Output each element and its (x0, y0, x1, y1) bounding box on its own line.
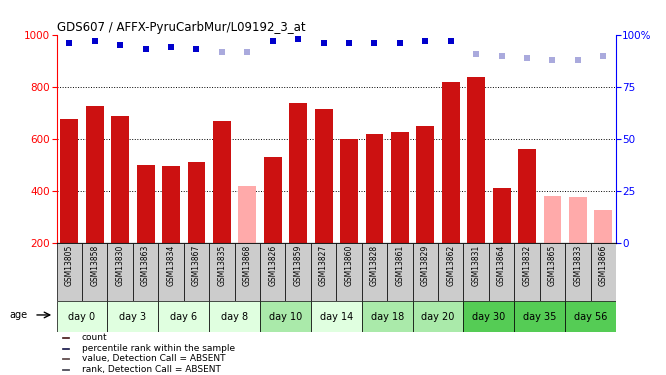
Text: GSM13858: GSM13858 (91, 245, 99, 286)
Text: day 3: day 3 (119, 312, 147, 321)
Bar (565, 301, 616, 332)
Text: day 56: day 56 (574, 312, 607, 321)
Bar (61, 119, 78, 243)
Bar (260, 243, 286, 301)
Text: day 35: day 35 (523, 312, 557, 321)
Bar (464, 243, 489, 301)
Text: value, Detection Call = ABSENT: value, Detection Call = ABSENT (82, 354, 225, 363)
Bar (366, 134, 384, 243)
Bar (362, 243, 387, 301)
Text: day 0: day 0 (69, 312, 96, 321)
Bar (260, 301, 311, 332)
Text: count: count (82, 333, 107, 342)
Bar (514, 243, 539, 301)
Bar (565, 243, 591, 301)
Text: day 20: day 20 (422, 312, 455, 321)
Text: GSM13831: GSM13831 (472, 245, 481, 286)
Bar (238, 186, 256, 243)
Bar (107, 301, 159, 332)
Bar (413, 243, 438, 301)
Text: GSM13827: GSM13827 (319, 245, 328, 286)
Bar (62, 337, 69, 338)
Text: GSM13860: GSM13860 (344, 245, 354, 286)
Text: GSM13861: GSM13861 (396, 245, 404, 286)
Bar (595, 210, 612, 243)
Text: GSM13868: GSM13868 (243, 245, 252, 286)
Bar (387, 243, 413, 301)
Bar (234, 243, 260, 301)
Text: age: age (9, 310, 27, 320)
Text: GSM13866: GSM13866 (599, 245, 608, 286)
Bar (489, 243, 514, 301)
Text: GSM13832: GSM13832 (523, 245, 531, 286)
Bar (162, 166, 180, 243)
Bar (539, 243, 565, 301)
Text: GDS607 / AFFX-PyruCarbMur/L09192_3_at: GDS607 / AFFX-PyruCarbMur/L09192_3_at (57, 21, 305, 34)
Bar (518, 149, 536, 243)
Bar (82, 243, 107, 301)
Text: GSM13833: GSM13833 (573, 245, 582, 286)
Text: day 8: day 8 (221, 312, 248, 321)
Bar (413, 301, 464, 332)
Bar (213, 121, 231, 243)
Bar (514, 301, 565, 332)
Bar (184, 243, 209, 301)
Bar (209, 301, 260, 332)
Bar (264, 157, 282, 243)
Text: GSM13859: GSM13859 (294, 245, 302, 286)
Bar (493, 188, 511, 243)
Bar (62, 369, 69, 370)
Text: day 18: day 18 (370, 312, 404, 321)
Bar (391, 132, 409, 243)
Bar (159, 301, 209, 332)
Text: percentile rank within the sample: percentile rank within the sample (82, 344, 235, 352)
Bar (315, 109, 332, 243)
Bar (57, 243, 82, 301)
Bar (62, 358, 69, 359)
Bar (591, 243, 616, 301)
Bar (362, 301, 413, 332)
Bar (442, 82, 460, 243)
Bar (86, 106, 104, 243)
Bar (159, 243, 184, 301)
Bar (137, 165, 155, 243)
Text: day 14: day 14 (320, 312, 353, 321)
Text: day 6: day 6 (170, 312, 197, 321)
Text: rank, Detection Call = ABSENT: rank, Detection Call = ABSENT (82, 365, 220, 374)
Text: GSM13864: GSM13864 (497, 245, 506, 286)
Text: GSM13862: GSM13862 (446, 245, 456, 286)
Text: GSM13835: GSM13835 (217, 245, 226, 286)
Text: GSM13865: GSM13865 (548, 245, 557, 286)
Text: GSM13830: GSM13830 (116, 245, 125, 286)
Text: day 10: day 10 (269, 312, 302, 321)
Bar (209, 243, 234, 301)
Bar (416, 126, 434, 243)
Bar (438, 243, 464, 301)
Bar (468, 76, 485, 243)
Text: GSM13863: GSM13863 (141, 245, 150, 286)
Bar (107, 243, 133, 301)
Text: GSM13867: GSM13867 (192, 245, 201, 286)
Bar (57, 301, 107, 332)
Text: GSM13828: GSM13828 (370, 245, 379, 286)
Text: GSM13829: GSM13829 (421, 245, 430, 286)
Bar (569, 198, 587, 243)
Bar (188, 162, 205, 243)
Bar (340, 139, 358, 243)
Bar (133, 243, 159, 301)
Bar (336, 243, 362, 301)
Text: GSM13826: GSM13826 (268, 245, 277, 286)
Text: day 30: day 30 (472, 312, 505, 321)
Text: GSM13834: GSM13834 (166, 245, 176, 286)
Bar (289, 102, 307, 243)
Bar (464, 301, 514, 332)
Text: GSM13805: GSM13805 (65, 245, 74, 286)
Bar (286, 243, 311, 301)
Bar (311, 243, 336, 301)
Bar (311, 301, 362, 332)
Bar (111, 116, 129, 243)
Bar (543, 196, 561, 243)
